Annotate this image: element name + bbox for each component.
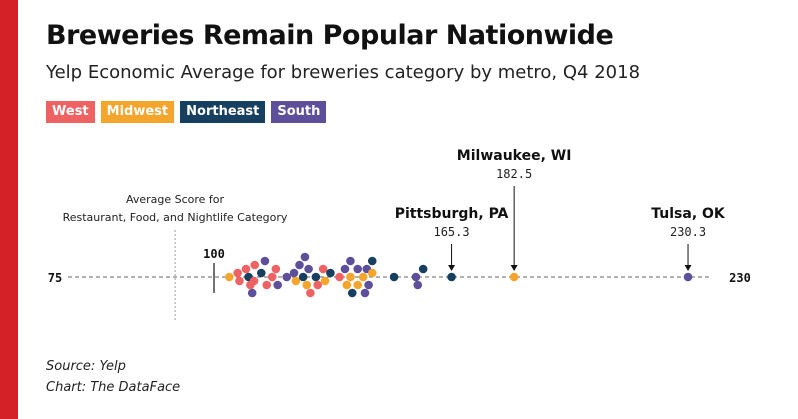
annotation-pittsburgh-pa-arrow-icon [448,265,456,271]
dot-northeast [418,264,428,274]
accent-bar [0,0,18,419]
dot-south [411,272,421,282]
legend-northeast: Northeast [180,101,266,123]
dot-west [249,276,259,286]
annotation-tulsa-ok-name: Tulsa, OK [651,206,726,222]
dot-south [304,264,313,274]
annotation-milwaukee-wi-name: Milwaukee, WI [457,148,572,164]
dots [224,252,693,298]
dot-south [273,280,282,290]
dot-midwest [302,280,312,290]
annotation-pittsburgh-pa-value: 165.3 [433,225,469,239]
reference-label-2: Restaurant, Food, and Nightlife Category [63,211,288,224]
annotation-pittsburgh-pa-name: Pittsburgh, PA [395,206,509,222]
dot-northeast [326,268,335,278]
source-note: Source: Yelp [46,359,126,374]
dot-west [235,276,244,286]
dot-northeast [447,272,456,282]
legend-midwest: Midwest [100,101,175,123]
dot-south [289,268,299,278]
chart-title: Breweries Remain Popular Nationwide [46,20,614,51]
footer: Source: Yelp Chart: The DataFace [46,356,180,398]
legend-south: South [271,101,327,123]
dot-northeast [298,272,308,282]
dot-south [260,256,270,266]
dot-west [306,288,315,298]
dot-midwest [346,272,355,282]
dot-south [340,264,350,274]
dot-south [360,288,370,298]
dot-northeast [347,288,357,298]
dot-south [282,272,292,282]
axis-max-label: 230 [729,271,751,285]
dot-south [413,280,423,290]
dot-northeast [311,272,321,282]
annotation-milwaukee-wi-arrow-icon [510,265,518,271]
dot-south [295,260,304,270]
chart-subtitle: Yelp Economic Average for breweries cate… [46,62,641,83]
dot-midwest [320,276,330,286]
dot-midwest [224,272,234,282]
annotation-tulsa-ok-value: 230.3 [670,225,706,239]
dot-northeast [367,256,377,266]
dot-south [247,288,257,298]
dot-west [233,268,242,278]
dot-west [271,264,281,274]
dot-west [241,264,251,274]
reference-label-1: Average Score for [126,193,225,206]
dot-south [683,272,693,282]
legend-west: West [46,101,95,123]
dot-midwest [509,272,519,282]
dot-midwest [342,280,352,290]
dot-west [313,280,322,290]
dot-northeast [389,272,399,282]
dot-south [300,252,310,262]
annotation-milwaukee-wi-value: 182.5 [496,167,532,181]
dot-west [250,260,260,270]
dot-midwest [367,268,377,278]
credit-note: Chart: The DataFace [46,380,181,395]
dot-midwest [358,272,368,282]
dot-midwest [291,276,301,286]
axis-min-label: 75 [48,271,62,285]
dot-south [346,256,355,266]
dot-west [318,264,328,274]
dot-west [267,272,277,282]
dot-northeast [256,268,266,278]
dot-south [353,264,363,274]
dot-south [364,280,373,290]
dot-west [262,280,272,290]
dot-west [335,272,344,282]
legend: West Midwest Northeast South [46,101,327,123]
tick-100-label: 100 [203,247,225,261]
dot-midwest [353,280,363,290]
annotations: Pittsburgh, PA 165.3 Milwaukee, WI 182.5 Tul… [395,148,726,271]
annotation-tulsa-ok-arrow-icon [684,265,692,271]
